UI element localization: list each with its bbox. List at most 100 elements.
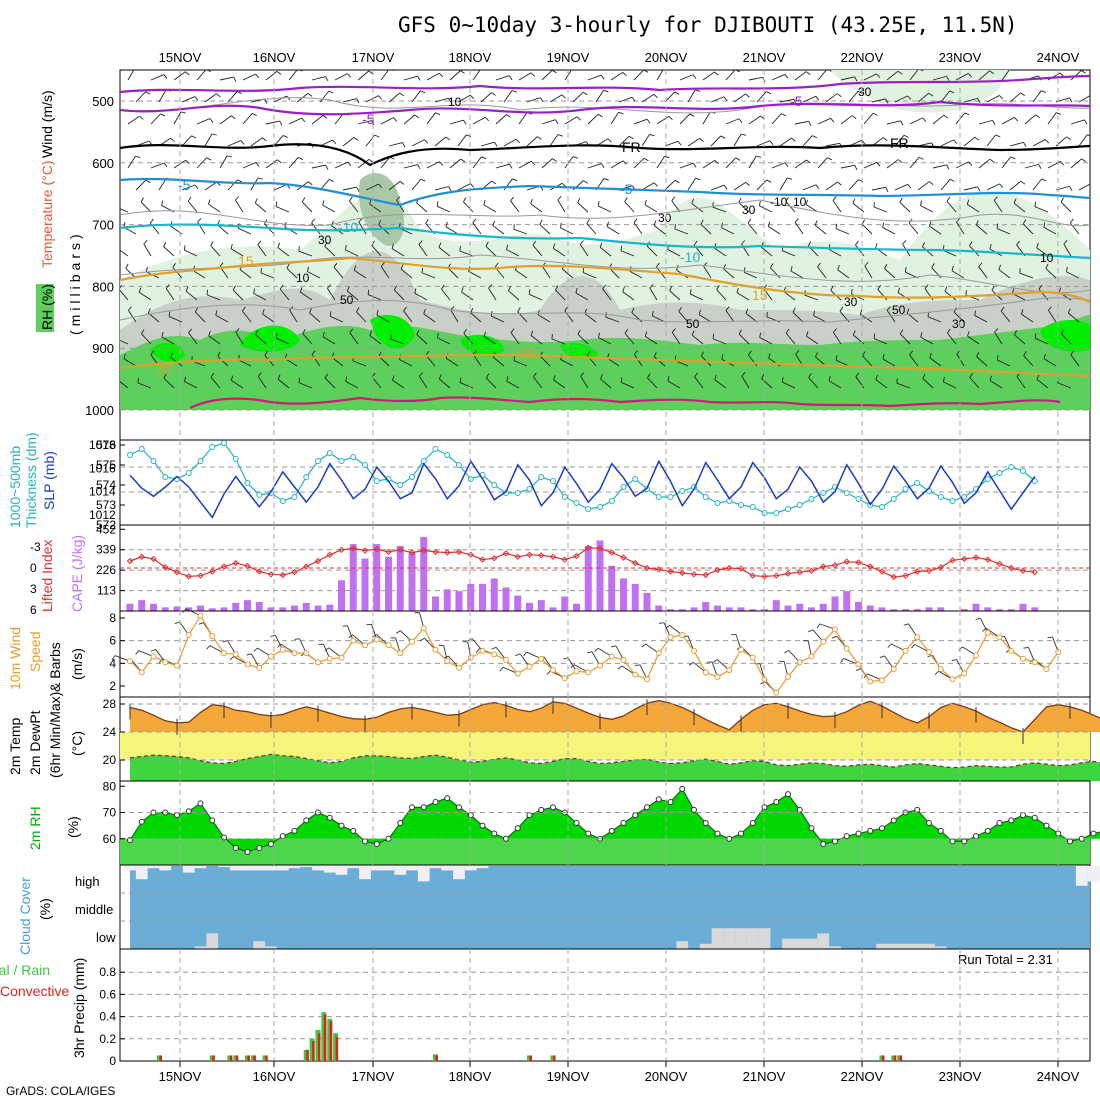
wind-barb-flag xyxy=(284,353,287,359)
wind-barb-flag xyxy=(974,136,980,141)
wind-barb xyxy=(1057,382,1072,389)
wind-barb xyxy=(388,142,403,147)
wind-barb xyxy=(127,70,135,81)
cape-bar xyxy=(714,605,721,611)
wind10-units-label: (m/s) xyxy=(69,648,85,680)
temperature-axis-label: Temperature (°C) xyxy=(39,160,55,268)
wind-barb xyxy=(814,224,827,235)
wind-barb-flag xyxy=(135,68,140,69)
wind-barb-flag xyxy=(897,287,900,293)
wind10-barb-flag xyxy=(174,621,180,624)
millibars-axis-label: (millibars) xyxy=(67,230,83,335)
wind-barb-flag xyxy=(852,198,856,204)
wind-barb xyxy=(1016,376,1026,389)
wind-barb-flag xyxy=(168,311,171,317)
thickness-point xyxy=(890,496,897,502)
cloud-high-bar xyxy=(417,866,430,882)
rh2m-point xyxy=(420,804,427,811)
wind-barb xyxy=(894,95,908,103)
cape-bar xyxy=(855,601,862,611)
wind-barb xyxy=(529,293,543,301)
wind-barb xyxy=(1043,226,1057,235)
wind-barb-flag xyxy=(872,112,878,116)
wind-barb xyxy=(322,204,336,213)
wind-barb xyxy=(1032,139,1046,147)
wind-barb-flag xyxy=(237,179,243,183)
wind-barb xyxy=(457,183,471,191)
wind-barb xyxy=(434,97,449,103)
pressure-tick-label: 800 xyxy=(92,279,114,294)
axis-tick-label: 0 xyxy=(109,1054,116,1068)
rh2m-point xyxy=(679,785,686,792)
wind-barb-flag xyxy=(991,285,995,291)
wind10-point xyxy=(315,659,321,666)
wind-barb xyxy=(242,310,252,323)
wind-barb-flag xyxy=(664,155,670,159)
wind-barb-flag xyxy=(378,219,382,225)
wind-barb-flag xyxy=(141,329,145,334)
wind-barb xyxy=(1009,141,1024,147)
wind-barb-flag xyxy=(835,355,838,361)
wind-barb-flag xyxy=(964,112,970,116)
wind-barb xyxy=(196,157,207,169)
axis-tick-label: 4 xyxy=(109,656,116,670)
wind-barb xyxy=(508,290,520,301)
wind-barb xyxy=(963,136,976,147)
lifted-point xyxy=(256,568,263,575)
wind-barb xyxy=(275,206,290,213)
wind-barb-flag xyxy=(624,328,629,334)
wind-barb-flag xyxy=(279,120,283,126)
wind10-barb-flag xyxy=(546,670,551,675)
wind-barb-flag xyxy=(969,373,973,378)
wind-barb xyxy=(483,204,497,213)
wind-barb xyxy=(1021,313,1034,323)
wind-barb-flag xyxy=(743,267,746,273)
wind-barb xyxy=(837,269,850,279)
contour-label: -10 xyxy=(680,249,700,265)
wind-barb xyxy=(541,266,551,279)
wind-barb-flag xyxy=(206,289,209,295)
rh2m-point xyxy=(914,806,921,813)
wind-barb xyxy=(687,137,700,147)
thickness-point xyxy=(1020,468,1026,474)
wind-barb xyxy=(733,133,742,147)
wind-barb-flag xyxy=(884,263,888,269)
wind-barb xyxy=(817,117,831,125)
wind-barb-flag xyxy=(393,117,398,122)
lifted-point xyxy=(773,572,780,579)
wind-barb xyxy=(955,161,969,169)
wind-barb xyxy=(967,335,980,345)
wind-barb xyxy=(896,382,911,389)
wind-barb xyxy=(334,73,348,81)
cape-bar xyxy=(490,578,498,611)
wind-barb-flag xyxy=(1036,374,1040,380)
wind10-barb-flag xyxy=(975,618,981,620)
wind-barb-flag xyxy=(677,140,682,146)
thickness-point xyxy=(843,490,850,496)
wind-barb xyxy=(391,248,405,257)
wind-barb xyxy=(553,247,566,257)
wind-barb-flag xyxy=(1034,201,1037,207)
contour-label: 15 xyxy=(238,253,254,269)
wind-barb xyxy=(783,291,796,301)
temp-contour-minus5-c xyxy=(120,177,1090,207)
wind-barb-flag xyxy=(1023,142,1027,147)
wind-barb xyxy=(365,183,379,191)
wind-barb-flag xyxy=(579,240,584,245)
wind-barb-flag xyxy=(622,286,625,292)
wind-barb-flag xyxy=(850,288,853,294)
wind-barb xyxy=(756,179,768,191)
wind-barb-flag xyxy=(969,241,973,246)
wind-barb xyxy=(230,248,244,257)
wind-barb xyxy=(254,202,267,213)
wind-barb-flag xyxy=(147,308,151,314)
wind-barb xyxy=(227,91,238,103)
wind-barb xyxy=(273,184,288,191)
wind-barb-flag xyxy=(374,134,380,138)
cloud-high-bar xyxy=(300,866,313,868)
wind-barb-flag xyxy=(885,98,889,104)
lifted-point xyxy=(972,554,980,561)
lifted-point xyxy=(726,564,733,572)
precip-convective-bar xyxy=(323,1014,327,1061)
cape-bar xyxy=(902,609,909,611)
